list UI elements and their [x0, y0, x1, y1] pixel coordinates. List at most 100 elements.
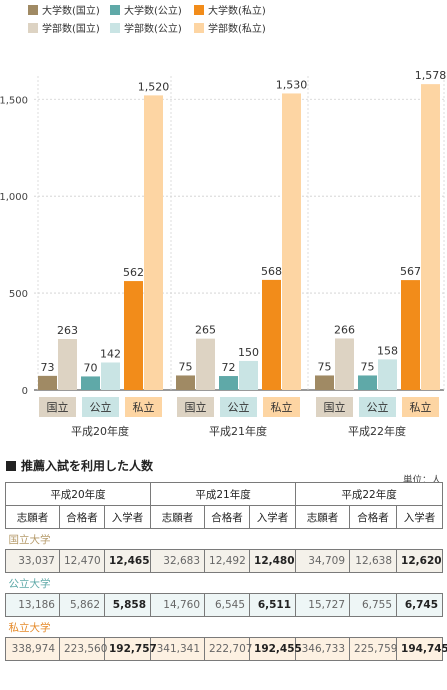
category-label: 私立 [133, 400, 155, 414]
table-row: 33,037 12,470 12,465 32,683 12,492 12,48… [5, 549, 444, 573]
column-header: 合格者 [349, 505, 398, 529]
unit-label: 単位：人 [402, 475, 441, 486]
data-label: 72 [222, 361, 236, 374]
table-cell: 192,757 [103, 637, 157, 661]
table-cell: 13,186 [5, 593, 60, 617]
table-cell: 346,733 [295, 637, 351, 661]
column-header: 志願者 [295, 505, 351, 529]
bar [101, 362, 120, 390]
table-cell: 15,727 [295, 593, 351, 617]
table-cell: 34,709 [295, 549, 351, 573]
category-label: 私立 [410, 400, 432, 414]
category-label: 私立 [271, 400, 293, 414]
bar [124, 281, 143, 390]
table-cell: 225,759 [349, 637, 397, 661]
category-box [316, 397, 353, 417]
year-header: 平成21年度 [150, 482, 297, 506]
table-cell: 12,480 [249, 549, 297, 573]
y-tick-label: 1,000 [0, 192, 28, 203]
bar [378, 359, 397, 390]
table-cell: 222,707 [204, 637, 252, 661]
column-header: 合格者 [59, 505, 105, 529]
legend-swatch [194, 23, 204, 33]
column-header: 志願者 [150, 505, 206, 529]
table-cell: 341,341 [150, 637, 206, 661]
data-label: 266 [334, 323, 355, 336]
table-cell: 223,560 [59, 637, 107, 661]
table-cell: 12,638 [349, 549, 398, 573]
legend-label: 学部数(私立) [208, 22, 266, 35]
bar [38, 375, 57, 390]
legend-label: 大学数(私立) [208, 4, 266, 17]
bar [219, 376, 238, 390]
table-row: 338,974 223,560 192,757 341,341 222,707 … [5, 637, 447, 661]
table-cell: 14,760 [150, 593, 206, 617]
category-box [359, 397, 396, 417]
category-box [177, 397, 214, 417]
legend-swatch [28, 5, 38, 15]
year-header: 平成22年度 [295, 482, 444, 506]
data-label: 562 [123, 266, 144, 279]
table-cell: 5,858 [103, 593, 152, 617]
table-cell: 33,037 [5, 549, 60, 573]
bar [196, 338, 215, 390]
legend-label: 大学数(公立) [124, 4, 182, 17]
data-label: 568 [261, 265, 282, 278]
table-row: 13,186 5,862 5,858 14,760 6,545 6,511 15… [5, 593, 444, 617]
legend-swatch [110, 5, 120, 15]
category-box [82, 397, 119, 417]
data-label: 265 [195, 324, 216, 337]
data-label: 150 [238, 346, 259, 359]
table-cell: 6,511 [249, 593, 297, 617]
data-label: 158 [377, 344, 398, 357]
column-header: 入学者 [396, 505, 444, 529]
table-cell: 6,755 [349, 593, 398, 617]
data-label: 75 [361, 360, 375, 373]
bar [335, 338, 354, 390]
category-label: 公立 [367, 400, 389, 414]
bar [315, 375, 334, 390]
category-row: 私立大学 [5, 616, 443, 638]
bar [358, 375, 377, 390]
category-row: 国立大学 [5, 528, 443, 550]
category-label: 国立 [47, 400, 69, 414]
year-header: 平成20年度 [4, 482, 152, 506]
table-section-title: 推薦入試を利用した人数 [6, 457, 153, 474]
legend-swatch [110, 23, 120, 33]
table-cell: 12,470 [59, 549, 105, 573]
category-label: 公立 [90, 400, 112, 414]
category-label: 国立 [324, 400, 346, 414]
data-label: 73 [41, 361, 55, 374]
data-label: 1,530 [276, 78, 308, 91]
table-title: 推薦入試を利用した人数 [21, 459, 154, 473]
table-cell: 12,492 [204, 549, 251, 573]
bar [58, 339, 77, 390]
legend-label: 学部数(公立) [124, 22, 182, 35]
year-header-row: 平成20年度 平成21年度 平成22年度 [4, 482, 444, 506]
data-label: 1,578 [415, 69, 447, 82]
legend-swatch [28, 23, 38, 33]
bar [176, 375, 195, 390]
category-row: 公立大学 [5, 572, 443, 594]
bar [144, 95, 163, 390]
legend-label: 大学数(国立) [42, 4, 100, 17]
bar-chart: 大学数(国立) 大学数(公立) 大学数(私立) 学部数(国立) 学部数(公立) 学部数(私… [0, 4, 447, 438]
category-label: 国立大学 [5, 528, 443, 550]
table-cell: 6,745 [396, 593, 444, 617]
data-label: 70 [84, 361, 98, 374]
legend-swatch [194, 5, 204, 15]
group-label: 平成20年度 [71, 424, 129, 438]
category-box [220, 397, 257, 417]
column-header-row: 志願者 合格者 入学者 志願者 合格者 入学者 志願者 合格者 入学者 [5, 505, 444, 529]
legend-label: 学部数(国立) [42, 22, 100, 35]
square-bullet-icon [6, 460, 16, 471]
data-label: 75 [318, 360, 332, 373]
category-label: 私立大学 [5, 616, 443, 638]
data-label: 75 [179, 360, 193, 373]
category-box [402, 397, 439, 417]
y-tick-label: 0 [22, 386, 28, 397]
bar [239, 360, 258, 390]
category-label: 公立大学 [5, 572, 443, 594]
bar [262, 279, 281, 390]
table-cell: 12,620 [396, 549, 444, 573]
